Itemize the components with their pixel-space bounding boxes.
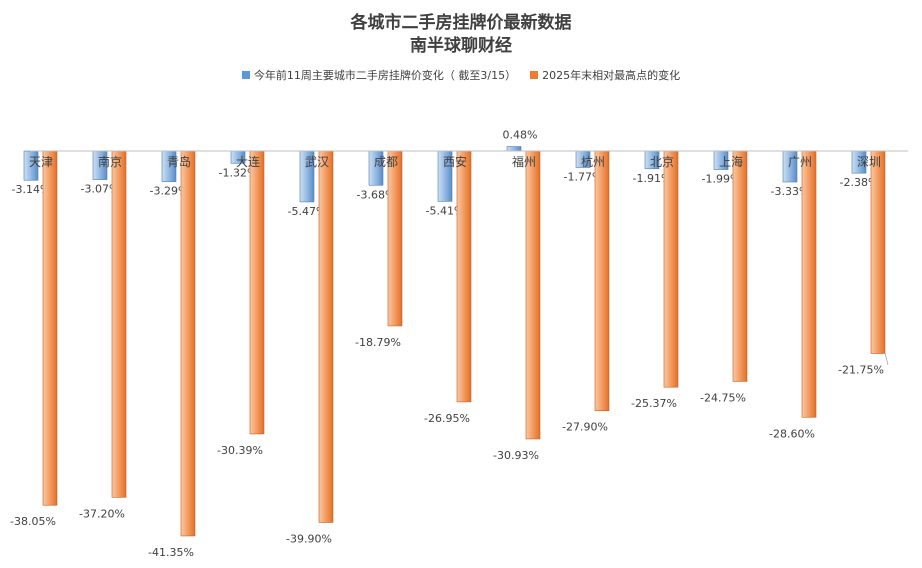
data-label-peak-change-2: -41.35% — [148, 546, 194, 559]
data-label-weekly-change-6: -5.41% — [426, 204, 465, 217]
category-label-2: 青岛 — [167, 154, 191, 169]
data-label-peak-change-1: -37.20% — [79, 507, 125, 520]
data-label-weekly-change-0: -3.14% — [12, 183, 51, 196]
category-label-9: 北京 — [650, 155, 674, 169]
bar-peak-change-12 — [870, 150, 886, 354]
data-label-weekly-change-3: -1.32% — [219, 166, 258, 179]
data-label-peak-change-0: -38.05% — [10, 515, 56, 528]
bar-peak-change-7 — [525, 150, 541, 440]
data-label-peak-change-7: -30.93% — [493, 449, 539, 462]
category-label-6: 西安 — [443, 154, 467, 169]
bar-peak-change-2 — [180, 150, 196, 537]
data-label-weekly-change-1: -3.07% — [81, 183, 120, 196]
bar-peak-change-6 — [456, 150, 472, 403]
category-label-3: 大连 — [236, 154, 260, 169]
category-label-0: 天津 — [29, 155, 53, 169]
data-label-weekly-change-7: 0.48% — [503, 129, 538, 142]
category-label-5: 成都 — [374, 155, 398, 169]
chart-legend: 今年前11周主要城市二手房挂牌价变化（ 截至3/15） 2025年末相对最高点的… — [0, 67, 922, 83]
bar-peak-change-5 — [387, 150, 403, 327]
bar-peak-change-9 — [663, 150, 679, 388]
data-label-peak-change-3: -30.39% — [217, 444, 263, 457]
data-label-weekly-change-2: -3.29% — [150, 185, 189, 198]
data-label-peak-change-12: -21.75% — [838, 363, 884, 376]
category-label-11: 广州 — [788, 155, 812, 169]
data-label-leader-line — [884, 352, 889, 366]
data-label-weekly-change-10: -1.99% — [702, 173, 741, 186]
data-label-peak-change-9: -25.37% — [631, 397, 677, 410]
legend-label-series-2: 2025年末相对最高点的变化 — [542, 69, 681, 82]
category-label-10: 上海 — [719, 154, 743, 169]
data-label-peak-change-10: -24.75% — [700, 391, 746, 404]
legend-item-series-2: 2025年末相对最高点的变化 — [530, 67, 680, 83]
legend-swatch-series-1 — [241, 71, 250, 79]
data-label-weekly-change-5: -3.68% — [357, 188, 396, 201]
bar-peak-change-0 — [42, 150, 58, 506]
chart-subtitle: 南半球聊财经 — [410, 36, 512, 56]
data-label-peak-change-4: -39.90% — [286, 532, 332, 545]
bar-peak-change-8 — [594, 150, 610, 412]
category-label-7: 福州 — [512, 154, 536, 169]
data-label-weekly-change-8: -1.77% — [564, 170, 603, 183]
bar-peak-change-1 — [111, 150, 127, 498]
data-label-peak-change-11: -28.60% — [769, 427, 815, 440]
data-label-peak-change-8: -27.90% — [562, 421, 608, 434]
data-label-peak-change-5: -18.79% — [355, 336, 401, 349]
bar-peak-change-4 — [318, 150, 334, 523]
data-label-weekly-change-11: -3.33% — [771, 185, 810, 198]
category-label-4: 武汉 — [305, 155, 329, 169]
category-label-12: 深圳 — [857, 155, 881, 169]
legend-item-series-1: 今年前11周主要城市二手房挂牌价变化（ 截至3/15） — [241, 67, 517, 83]
bar-peak-change-11 — [801, 150, 817, 418]
bar-peak-change-3 — [249, 150, 265, 435]
bar-weekly-change-7 — [506, 146, 522, 152]
category-label-8: 杭州 — [581, 154, 605, 169]
bar-peak-change-10 — [732, 150, 748, 382]
chart-title: 各城市二手房挂牌价最新数据 — [350, 13, 572, 33]
data-label-weekly-change-12: -2.38% — [840, 176, 879, 189]
data-label-peak-change-6: -26.95% — [424, 412, 470, 425]
legend-label-series-1: 今年前11周主要城市二手房挂牌价变化（ 截至3/15） — [253, 69, 517, 82]
data-label-weekly-change-4: -5.47% — [288, 205, 327, 218]
category-label-1: 南京 — [98, 154, 122, 169]
data-label-weekly-change-9: -1.91% — [633, 172, 672, 185]
legend-swatch-series-2 — [530, 71, 539, 79]
